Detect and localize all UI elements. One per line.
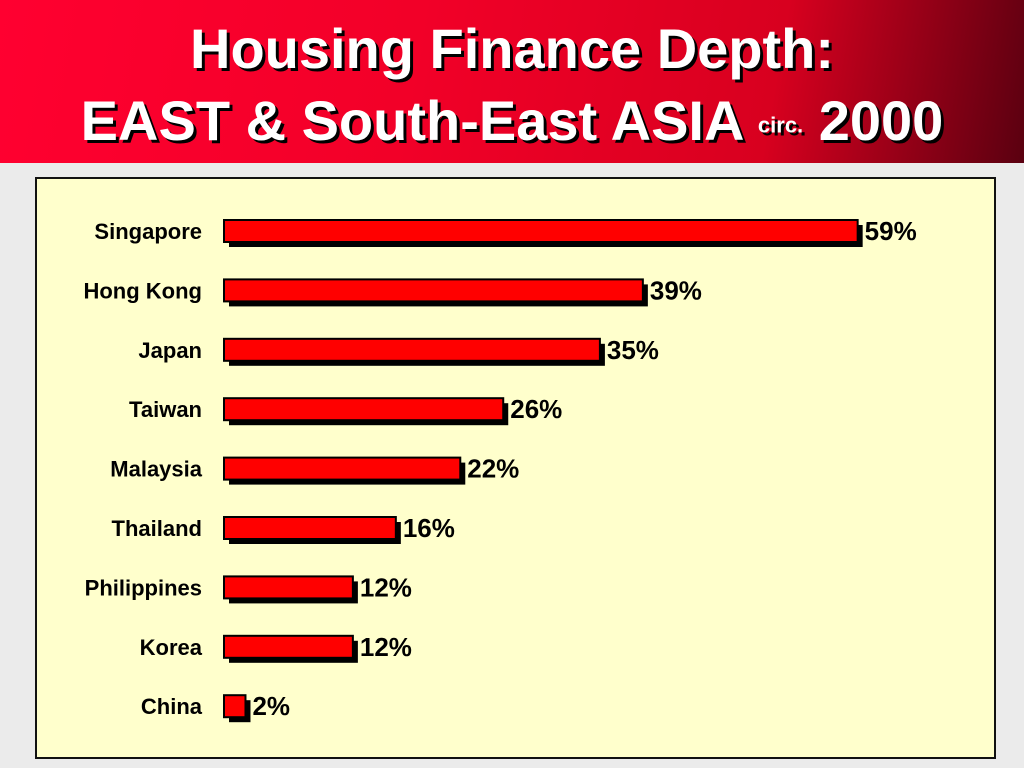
bar-hong-kong	[223, 278, 644, 303]
title-region: EAST & South-East ASIA	[80, 89, 743, 152]
value-label-china: 2%	[252, 691, 290, 721]
category-label-china: China	[141, 694, 203, 719]
value-label-malaysia: 22%	[467, 454, 519, 484]
value-label-singapore: 59%	[865, 216, 917, 246]
category-label-korea: Korea	[140, 635, 203, 660]
category-label-taiwan: Taiwan	[129, 397, 202, 422]
bar-china	[223, 694, 247, 719]
title-year: 2000	[818, 89, 944, 152]
category-label-thailand: Thailand	[112, 516, 202, 541]
category-label-hong-kong: Hong Kong	[83, 278, 202, 303]
chart-panel: Singapore 59% Hong Kong 39% Japan 35% Taiwan 26…	[35, 177, 996, 759]
bar-singapore	[223, 219, 859, 243]
value-label-thailand: 16%	[403, 513, 455, 543]
category-label-philippines: Philippines	[85, 575, 202, 600]
value-label-japan: 35%	[607, 335, 659, 365]
value-label-taiwan: 26%	[510, 394, 562, 424]
value-label-philippines: 12%	[360, 572, 412, 602]
bar-taiwan	[223, 397, 505, 422]
value-label-korea: 12%	[360, 632, 412, 662]
bar-philippines	[223, 575, 354, 600]
bar-chart: Singapore 59% Hong Kong 39% Japan 35% Taiwan 26…	[83, 216, 917, 723]
title-banner: Housing Finance Depth: EAST & South-East…	[0, 0, 1024, 163]
bar-japan	[223, 337, 601, 362]
bar-malaysia	[223, 456, 462, 481]
title-line-2: EAST & South-East ASIA circ. 2000	[0, 88, 1024, 158]
title-line-1: Housing Finance Depth:	[190, 17, 834, 80]
category-label-japan: Japan	[138, 338, 202, 363]
category-label-singapore: Singapore	[94, 219, 202, 244]
bar-thailand	[223, 516, 397, 540]
title-circa: circ.	[757, 112, 804, 138]
bar-korea	[223, 634, 354, 659]
category-label-malaysia: Malaysia	[110, 457, 202, 482]
value-label-hong-kong: 39%	[650, 275, 702, 305]
